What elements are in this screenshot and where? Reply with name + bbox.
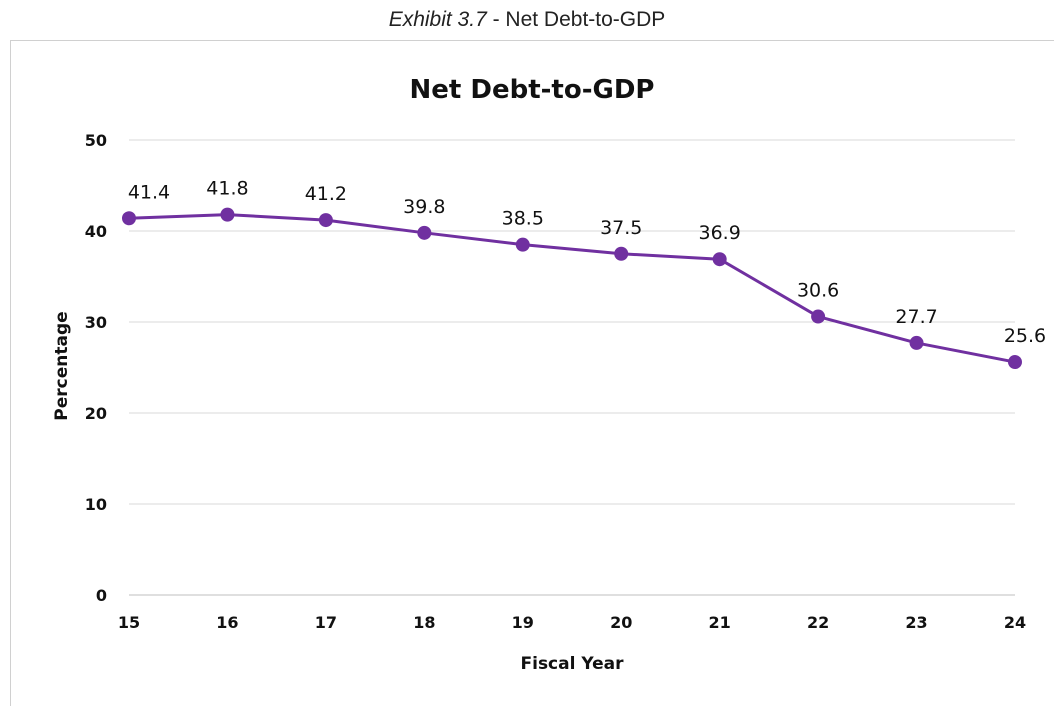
exhibit-caption: Exhibit 3.7 - Net Debt-to-GDP <box>0 8 1054 32</box>
data-point <box>909 335 924 350</box>
data-label: 41.4 <box>128 181 170 203</box>
data-label: 25.6 <box>1004 325 1046 347</box>
data-point <box>515 237 530 252</box>
data-point <box>1008 355 1022 370</box>
y-axis-title: Percentage <box>52 311 72 420</box>
x-tick-label: 15 <box>118 613 140 632</box>
data-label: 39.8 <box>403 196 445 218</box>
x-tick-label: 16 <box>216 613 238 632</box>
x-tick-label: 21 <box>709 613 731 632</box>
data-point <box>122 211 136 226</box>
data-point <box>220 207 235 222</box>
data-label: 38.5 <box>502 208 544 230</box>
exhibit-number: Exhibit 3.7 <box>388 8 487 31</box>
data-label: 41.2 <box>305 183 347 205</box>
x-tick-labels: 15 16 17 18 19 20 21 22 23 24 <box>118 613 1026 632</box>
data-label: 41.8 <box>206 178 248 200</box>
x-axis-title: Fiscal Year <box>521 654 625 674</box>
gridlines <box>129 139 1015 596</box>
y-tick-labels: 0 10 20 30 40 50 <box>85 131 107 605</box>
data-label: 30.6 <box>797 280 839 302</box>
y-tick-label: 40 <box>85 222 107 241</box>
chart-frame <box>10 40 1054 706</box>
data-point <box>318 213 333 228</box>
exhibit-title: - Net Debt-to-GDP <box>486 8 666 31</box>
data-labels: 41.4 41.8 41.2 39.8 38.5 37.5 36.9 30.6 27.7 25.6 <box>128 178 1046 347</box>
series-line <box>128 213 1016 364</box>
data-label: 27.7 <box>895 306 937 328</box>
x-tick-label: 23 <box>905 613 927 632</box>
chart-title: Net Debt-to-GDP <box>410 75 655 105</box>
x-tick-label: 18 <box>413 613 435 632</box>
x-tick-label: 22 <box>807 613 829 632</box>
x-tick-label: 19 <box>512 613 534 632</box>
x-tick-label: 20 <box>610 613 632 632</box>
data-label: 37.5 <box>600 217 642 239</box>
y-tick-label: 20 <box>85 404 107 423</box>
y-tick-label: 50 <box>85 131 107 150</box>
data-point <box>811 309 826 324</box>
y-tick-label: 30 <box>85 313 107 332</box>
x-tick-label: 17 <box>315 613 337 632</box>
data-label: 36.9 <box>699 222 741 244</box>
y-tick-label: 10 <box>85 495 107 514</box>
y-tick-label: 0 <box>96 586 107 605</box>
x-tick-label: 24 <box>1004 613 1026 632</box>
series-group <box>122 207 1022 370</box>
data-point <box>614 246 629 261</box>
data-point <box>417 225 432 240</box>
data-point <box>712 252 727 267</box>
